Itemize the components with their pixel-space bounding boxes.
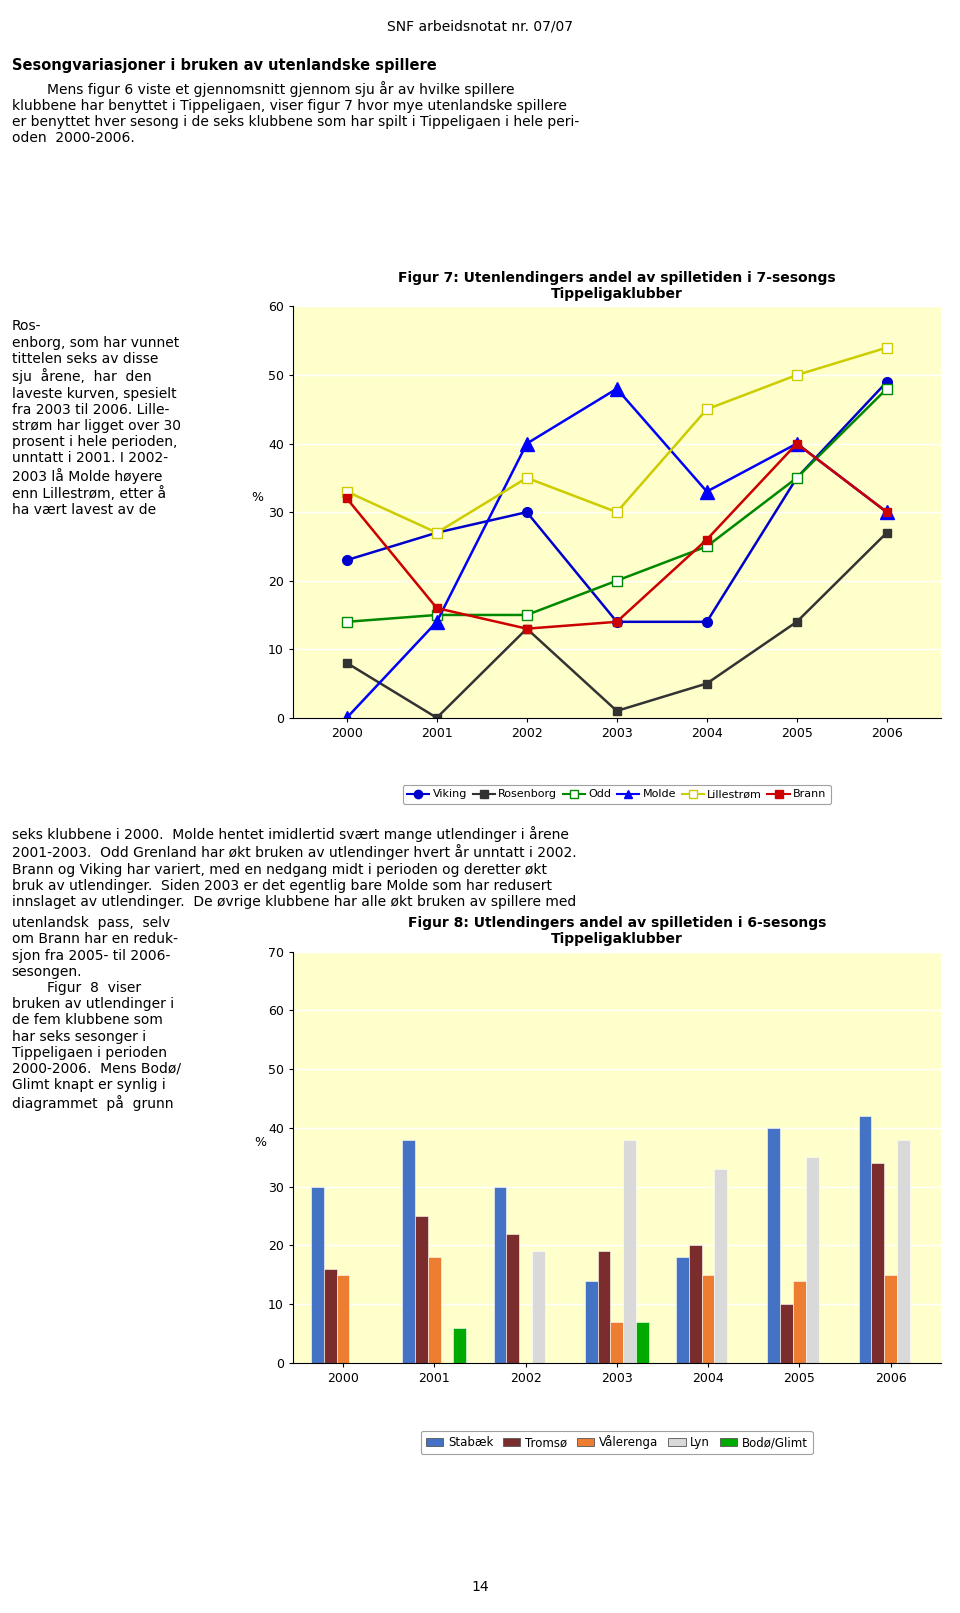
Bar (858, 1116, 872, 1363)
Brann (701, 529, 712, 548)
Bar (493, 1187, 506, 1363)
Rosenborg (701, 674, 712, 694)
Molde (341, 708, 352, 727)
Viking (881, 373, 893, 392)
Line: Rosenborg: Rosenborg (343, 529, 891, 723)
Viking (791, 468, 803, 487)
Bar (415, 1216, 428, 1363)
Viking (701, 613, 712, 632)
Molde (521, 434, 533, 453)
Rosenborg (881, 523, 893, 542)
Bar (402, 1140, 415, 1363)
Legend: Viking, Rosenborg, Odd, Molde, Lillestrøm, Brann: Viking, Rosenborg, Odd, Molde, Lillestrø… (403, 786, 830, 803)
Text: Mens figur 6 viste et gjennomsnitt gjennom sju år av hvilke spillere
klubbene ha: Mens figur 6 viste et gjennomsnitt gjenn… (12, 81, 579, 145)
Bar (793, 1281, 805, 1363)
Odd (611, 571, 622, 590)
Bar (767, 1127, 780, 1363)
Bar (337, 1274, 349, 1363)
Bar (611, 1323, 623, 1363)
Text: utenlandsk  pass,  selv
om Brann har en reduk-
sjon fra 2005- til 2006-
sesongen: utenlandsk pass, selv om Brann har en re… (12, 916, 180, 1111)
Odd (521, 605, 533, 624)
Bar (585, 1281, 598, 1363)
Lillestrom (431, 523, 443, 542)
Y-axis label: % : % (252, 490, 269, 503)
Bar (506, 1234, 519, 1363)
Lillestrom (881, 339, 893, 358)
Text: SNF arbeidsnotat nr. 07/07: SNF arbeidsnotat nr. 07/07 (387, 19, 573, 34)
Molde (431, 613, 443, 632)
Bar (714, 1169, 728, 1363)
Bar (532, 1252, 544, 1363)
Odd (341, 613, 352, 632)
Bar (623, 1140, 636, 1363)
Bar (702, 1274, 714, 1363)
Viking (521, 503, 533, 523)
Molde (701, 482, 712, 502)
Bar (324, 1269, 337, 1363)
Viking (341, 550, 352, 569)
Line: Viking: Viking (342, 377, 892, 627)
Text: Sesongvariasjoner i bruken av utenlandske spillere: Sesongvariasjoner i bruken av utenlandsk… (12, 58, 436, 73)
Brann (611, 613, 622, 632)
Bar (897, 1140, 910, 1363)
Bar (689, 1245, 702, 1363)
Rosenborg (791, 613, 803, 632)
Viking (431, 523, 443, 542)
Viking (611, 613, 622, 632)
Rosenborg (521, 619, 533, 639)
Bar (872, 1163, 884, 1363)
Rosenborg (341, 653, 352, 673)
Brann (881, 503, 893, 523)
Bar (805, 1158, 819, 1363)
Bar (780, 1305, 793, 1363)
Title: Figur 8: Utlendingers andel av spilletiden i 6-sesongs
Tippeligaklubber: Figur 8: Utlendingers andel av spilletid… (408, 916, 826, 947)
Lillestrom (701, 400, 712, 419)
Text: seks klubbene i 2000.  Molde hentet imidlertid svært mange utlendinger i årene
2: seks klubbene i 2000. Molde hentet imidl… (12, 826, 576, 910)
Lillestrom (791, 366, 803, 386)
Brann (431, 598, 443, 618)
Lillestrom (611, 503, 622, 523)
Line: Lillestrom: Lillestrom (342, 342, 892, 537)
Molde (791, 434, 803, 453)
Bar (884, 1274, 897, 1363)
Rosenborg (431, 708, 443, 727)
Bar (311, 1187, 324, 1363)
Molde (611, 379, 622, 398)
Brann (791, 434, 803, 453)
Bar (453, 1327, 467, 1363)
Odd (881, 379, 893, 398)
Lillestrom (341, 482, 352, 502)
Odd (791, 468, 803, 487)
Odd (701, 537, 712, 556)
Brann (341, 489, 352, 508)
Molde (881, 503, 893, 523)
Text: 14: 14 (471, 1579, 489, 1594)
Legend: Stabæk, Tromsø, Vålerenga, Lyn, Bodø/Glimt: Stabæk, Tromsø, Vålerenga, Lyn, Bodø/Gli… (420, 1431, 813, 1453)
Rosenborg (611, 702, 622, 721)
Bar (598, 1252, 611, 1363)
Title: Figur 7: Utenlendingers andel av spilletiden i 7-sesongs
Tippeligaklubber: Figur 7: Utenlendingers andel av spillet… (398, 271, 835, 302)
Line: Molde: Molde (340, 382, 894, 724)
Lillestrom (521, 468, 533, 487)
Y-axis label: %: % (254, 1136, 267, 1148)
Line: Brann: Brann (343, 439, 891, 632)
Line: Odd: Odd (342, 384, 892, 627)
Bar (428, 1257, 441, 1363)
Odd (431, 605, 443, 624)
Bar (636, 1323, 649, 1363)
Brann (521, 619, 533, 639)
Bar (676, 1257, 689, 1363)
Text: Ros-
enborg, som har vunnet
tittelen seks av disse
sju  årene,  har  den
laveste: Ros- enborg, som har vunnet tittelen sek… (12, 319, 180, 518)
